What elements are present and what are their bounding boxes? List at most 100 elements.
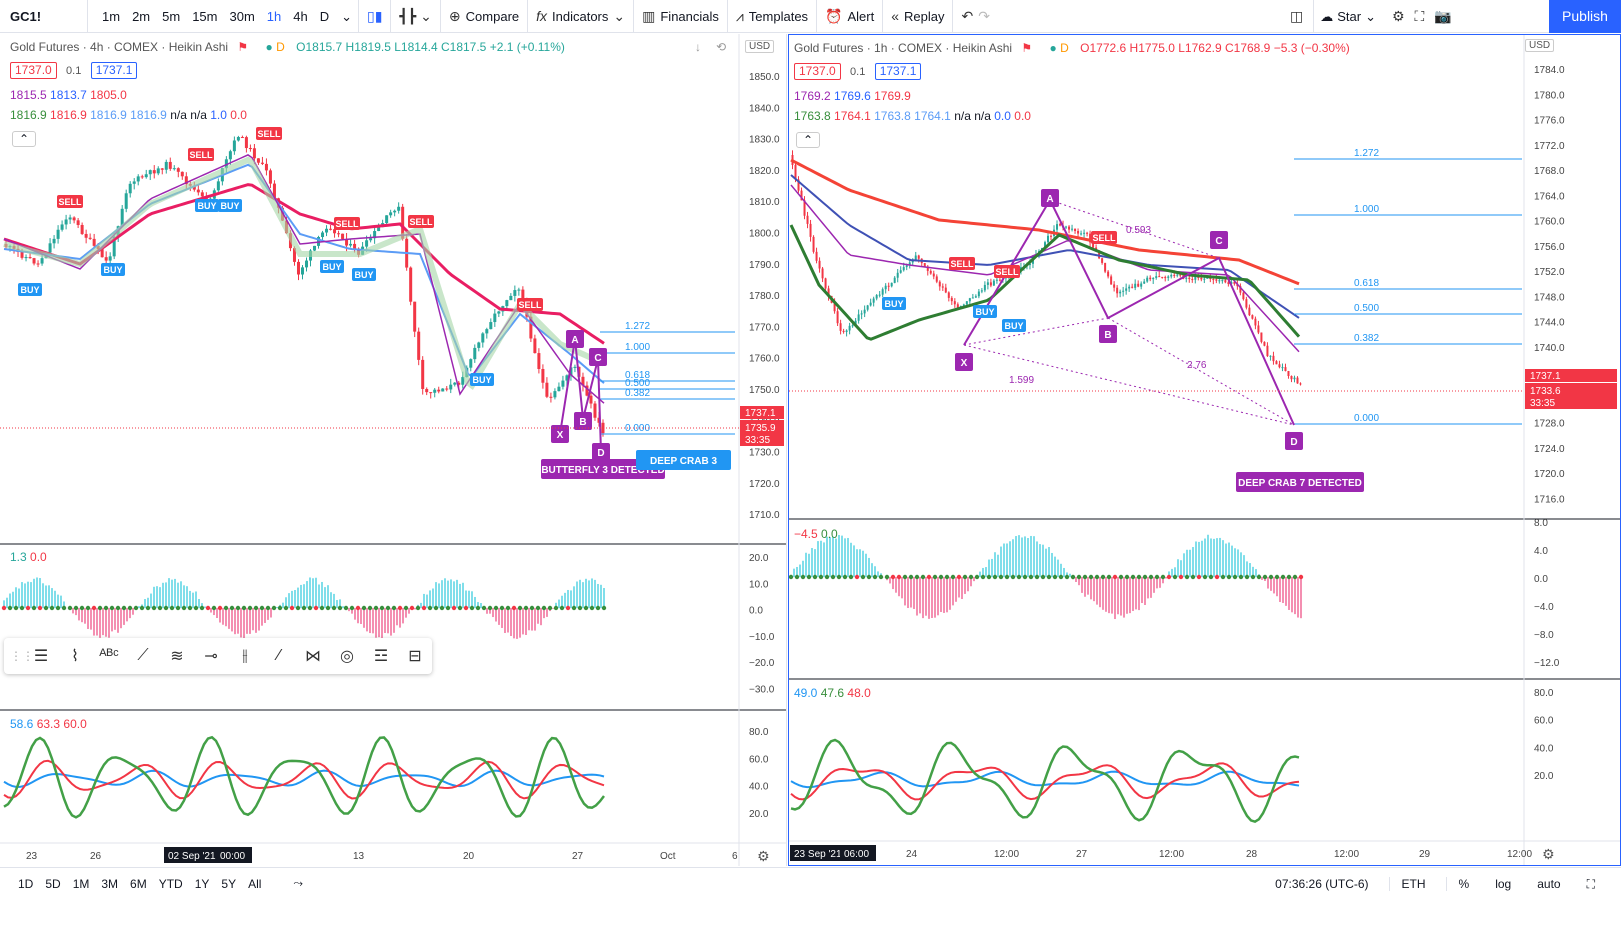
layout-name-button[interactable]: ☁ Star ⌄ bbox=[1313, 0, 1382, 33]
redo-icon[interactable]: ↷ bbox=[978, 7, 990, 24]
financials-button[interactable]: ▥ Financials bbox=[633, 0, 727, 33]
replay-button[interactable]: «Replay bbox=[882, 0, 952, 33]
fib-spiral-icon[interactable]: ◎ bbox=[340, 648, 354, 665]
candle bbox=[1275, 361, 1278, 365]
candle bbox=[935, 276, 938, 282]
alert-button[interactable]: ⏰ Alert bbox=[816, 0, 882, 33]
candle bbox=[48, 243, 52, 253]
interval-30m[interactable]: 30m bbox=[229, 8, 255, 24]
interval-1m[interactable]: 1m bbox=[102, 8, 121, 24]
range-5d[interactable]: 5D bbox=[45, 876, 61, 891]
candle bbox=[537, 353, 541, 369]
long-position-icon[interactable]: ⊟ bbox=[408, 648, 422, 665]
interval-2m[interactable]: 2m bbox=[132, 8, 151, 24]
interval-5m[interactable]: 5m bbox=[162, 8, 181, 24]
horizontal-ray-icon[interactable]: ⊸ bbox=[204, 648, 218, 665]
camera-icon[interactable]: 📷 bbox=[1434, 8, 1452, 24]
maximize-icon[interactable]: ⛶ bbox=[1586, 876, 1595, 891]
candle bbox=[998, 279, 1001, 281]
chart-canvas-right[interactable]: 1784.0 1780.0 1776.0 1772.0 1768.0 1764.0 1760… bbox=[789, 35, 1620, 865]
trend-line-icon[interactable]: ⟋ bbox=[137, 647, 149, 664]
chart-pane-left[interactable]: 1850.0 1840.0 1830.0 1820.0 1810.0 1800.0 1790… bbox=[0, 34, 787, 866]
oscillator-zero-dot bbox=[295, 605, 301, 611]
fullscreen-icon[interactable]: ⛶ bbox=[1414, 8, 1425, 24]
chart-type-button[interactable]: ▯▮ bbox=[358, 0, 390, 33]
price-tick: 1820.0 bbox=[749, 166, 780, 177]
oscillator-zero-dot bbox=[529, 605, 535, 611]
interval-dropdown-icon[interactable]: ⌄ bbox=[341, 8, 353, 24]
refresh-icon[interactable]: ⟲ bbox=[716, 40, 727, 54]
flag-icon[interactable]: ⚑ bbox=[1021, 41, 1033, 55]
candle bbox=[509, 295, 513, 301]
fib-retracement-icon[interactable]: ☰ bbox=[33, 648, 49, 665]
oscillator-zero-dot bbox=[1268, 574, 1274, 580]
goto-date-icon[interactable]: ⤳ bbox=[293, 876, 304, 890]
percent-scale-button[interactable]: % bbox=[1445, 877, 1476, 891]
publish-button[interactable]: Publish bbox=[1549, 0, 1621, 33]
candle bbox=[1245, 299, 1248, 308]
candle bbox=[132, 181, 136, 184]
sell-price-button[interactable]: 1737.0 bbox=[794, 63, 841, 80]
range-3m[interactable]: 3M bbox=[101, 876, 119, 891]
candle bbox=[369, 238, 373, 241]
ray-icon[interactable]: ∕ bbox=[277, 647, 281, 664]
range-ytd[interactable]: YTD bbox=[158, 876, 183, 891]
range-6m[interactable]: 6M bbox=[130, 876, 147, 891]
compare-button[interactable]: ⊕ Compare bbox=[439, 0, 527, 33]
indicators-button[interactable]: fx Indicators ⌄ bbox=[527, 0, 633, 33]
templates-button[interactable]: ⩘ Templates bbox=[726, 0, 816, 33]
symbol-search[interactable]: GC1! bbox=[0, 0, 88, 33]
flag-icon[interactable]: ⚑ bbox=[237, 40, 249, 54]
chart-pane-right[interactable]: 1784.0 1780.0 1776.0 1772.0 1768.0 1764.0 1760… bbox=[788, 34, 1621, 866]
oscillator-zero-dot bbox=[1154, 574, 1160, 580]
interval-15m[interactable]: 15m bbox=[192, 8, 218, 24]
oscillator-zero-dot bbox=[914, 574, 920, 580]
pattern-point-marker bbox=[1099, 325, 1117, 343]
auto-scale-button[interactable]: auto bbox=[1537, 877, 1561, 891]
drag-handle-icon[interactable]: ⋮⋮ bbox=[10, 649, 34, 663]
oscillator-zero-dot bbox=[325, 605, 331, 611]
bar-type-button[interactable]: ┫┣ ⌄ bbox=[390, 0, 439, 33]
candle bbox=[851, 325, 854, 327]
wave-pattern-icon[interactable]: ⌇ bbox=[71, 648, 79, 665]
price-tick: 1770.0 bbox=[749, 322, 780, 333]
pattern-detected-label: DEEP CRAB 7 DETECTED bbox=[1238, 478, 1362, 489]
range-5y[interactable]: 5Y bbox=[221, 876, 237, 891]
range-1y[interactable]: 1Y bbox=[194, 876, 210, 891]
candle bbox=[1104, 262, 1107, 272]
ohlc-open: O1815.7 bbox=[296, 40, 343, 54]
candle bbox=[68, 217, 72, 220]
currency-selector[interactable]: USD bbox=[745, 40, 775, 53]
buy-price-button[interactable]: 1737.1 bbox=[874, 63, 922, 80]
candle bbox=[256, 158, 260, 163]
candle bbox=[824, 278, 827, 289]
chart-canvas-left[interactable]: 1850.0 1840.0 1830.0 1820.0 1810.0 1800.0 1790… bbox=[0, 34, 787, 866]
layout-icon[interactable]: ◫ bbox=[1290, 8, 1304, 24]
currency-selector[interactable]: USD bbox=[1525, 39, 1555, 52]
candle bbox=[413, 301, 417, 332]
fib-fan-icon[interactable]: ≋ bbox=[170, 648, 184, 665]
xabcd-icon[interactable]: ⋈ bbox=[305, 648, 321, 665]
buy-price-button[interactable]: 1737.1 bbox=[90, 62, 138, 79]
log-scale-button[interactable]: log bbox=[1495, 877, 1512, 891]
scroll-down-icon[interactable]: ↓ bbox=[695, 40, 701, 54]
fib-channel-icon[interactable]: ☲ bbox=[373, 648, 389, 665]
gann-icon[interactable]: ⫲ bbox=[242, 647, 248, 664]
interval-4h[interactable]: 4h bbox=[293, 8, 308, 24]
abc-pattern-icon[interactable]: ᴬᴮᶜ bbox=[99, 647, 119, 664]
pattern-point-marker bbox=[566, 330, 584, 348]
range-all[interactable]: All bbox=[248, 876, 262, 891]
oscillator-zero-dot bbox=[97, 605, 103, 611]
range-1d[interactable]: 1D bbox=[18, 876, 34, 891]
collapse-legend-button[interactable]: ⌃ bbox=[12, 131, 36, 147]
session-button[interactable]: ETH bbox=[1388, 877, 1432, 891]
clock[interactable]: 07:36:26 (UTC-6) bbox=[1275, 877, 1369, 891]
collapse-legend-button[interactable]: ⌃ bbox=[796, 132, 820, 148]
interval-D[interactable]: D bbox=[319, 8, 330, 24]
interval-1h[interactable]: 1h bbox=[266, 8, 282, 24]
undo-button[interactable]: ↶ ↷ bbox=[952, 0, 997, 33]
gear-icon[interactable]: ⚙ bbox=[1391, 8, 1405, 24]
sell-price-button[interactable]: 1737.0 bbox=[10, 62, 57, 79]
candle bbox=[1110, 276, 1113, 285]
range-1m[interactable]: 1M bbox=[72, 876, 90, 891]
